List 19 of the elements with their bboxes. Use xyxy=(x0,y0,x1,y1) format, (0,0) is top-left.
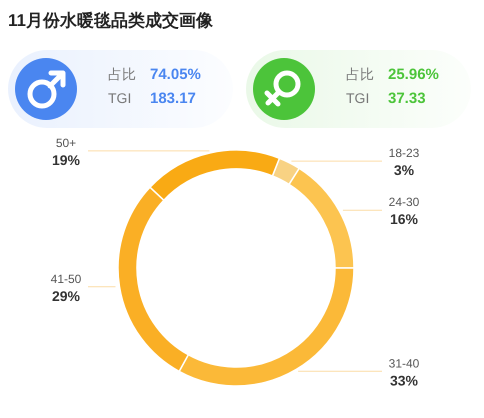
data-label: 16% xyxy=(390,211,419,228)
text: 占比 xyxy=(108,66,136,82)
text: TGI xyxy=(346,90,370,106)
slice-label: 31-40 xyxy=(388,356,420,370)
slice-label: 50+ xyxy=(56,136,76,150)
text: 25.96% xyxy=(388,66,439,83)
text: 183.17 xyxy=(150,90,196,107)
text: 74.05% xyxy=(150,66,201,83)
data-label: 33% xyxy=(390,372,419,388)
slice-label: 24-30 xyxy=(388,195,420,210)
data-label: 3% xyxy=(394,162,415,178)
text: TGI xyxy=(108,90,132,106)
data-label: 29% xyxy=(52,288,81,304)
slice-label: 41-50 xyxy=(50,272,82,286)
text: 占比 xyxy=(346,66,374,82)
data-label: 19% xyxy=(52,152,81,168)
text: 37.33 xyxy=(388,90,426,107)
text: 11月份水暖毯品类成交画像 xyxy=(8,11,214,30)
slice-label: 18-23 xyxy=(388,146,420,160)
